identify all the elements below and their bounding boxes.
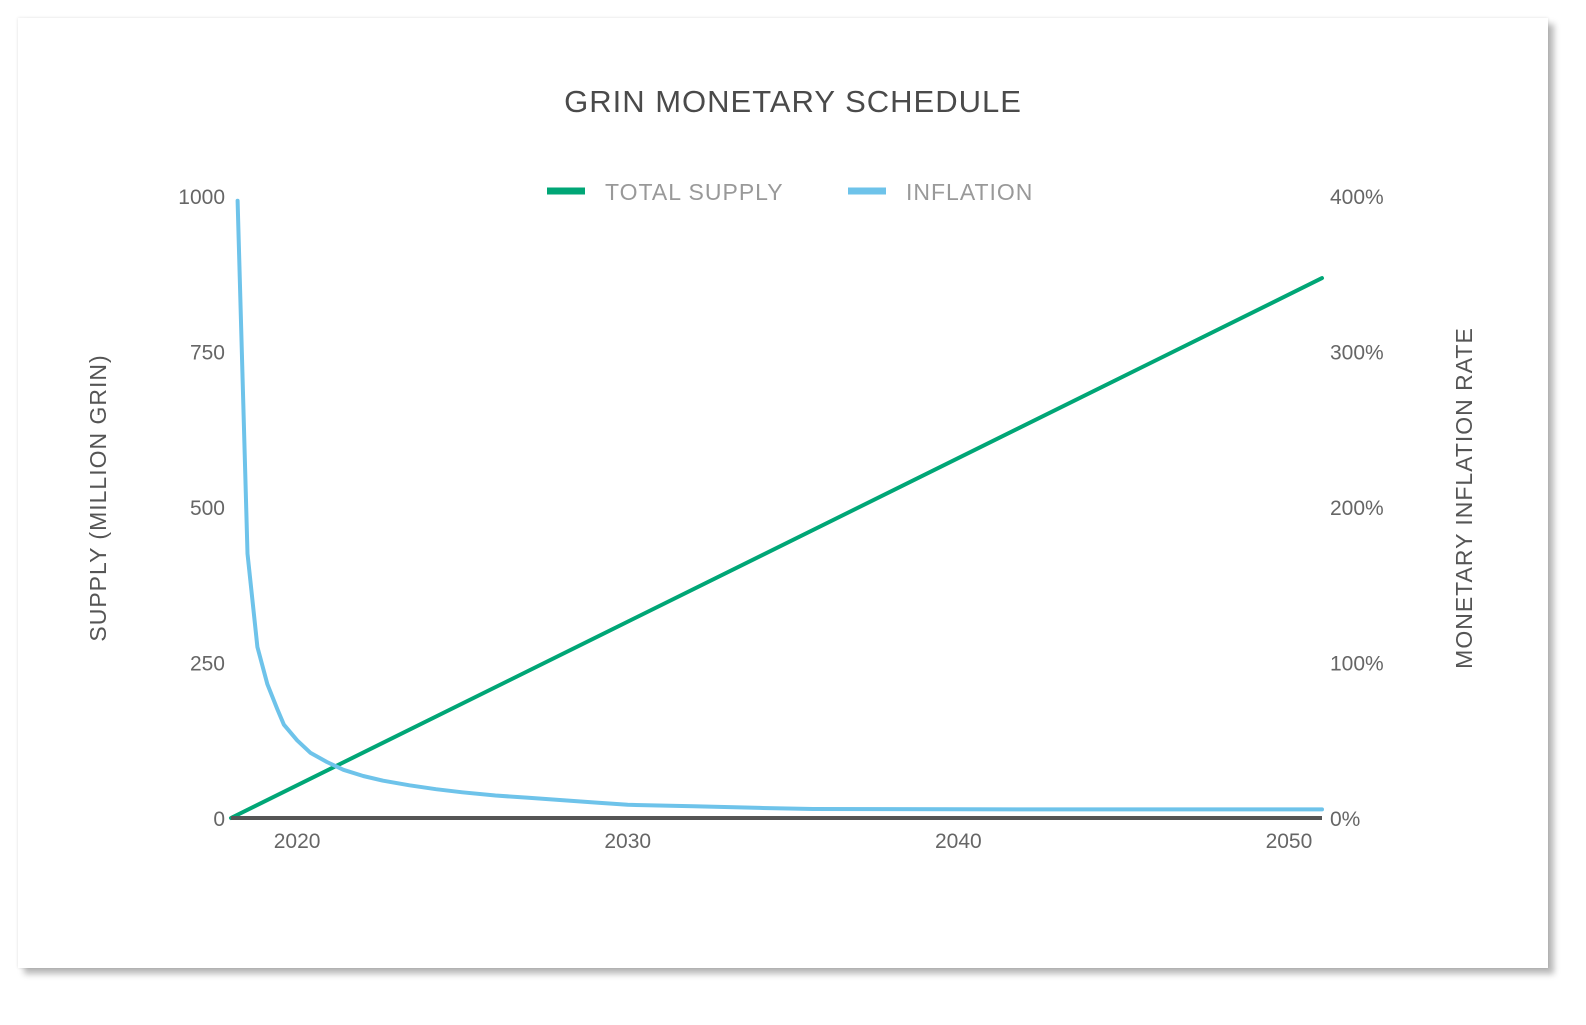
x-axis-ticks: 2020 2030 2040 2050 xyxy=(274,830,1313,853)
y-tick-left-2: 500 xyxy=(190,497,225,520)
y-axis-title-left: SUPPLY (MILLION GRIN) xyxy=(85,354,111,641)
y-tick-right-2: 200% xyxy=(1330,497,1384,520)
legend-label-0: TOTAL SUPPLY xyxy=(605,179,784,205)
y-tick-right-3: 300% xyxy=(1330,342,1384,365)
y-axis-title-right: MONETARY INFLATION RATE xyxy=(1451,327,1477,669)
y-tick-left-4: 1000 xyxy=(178,186,225,209)
x-tick-0: 2020 xyxy=(274,830,321,853)
right-axis-ticks: 0% 100% 200% 300% 400% xyxy=(1330,186,1384,831)
series-layer xyxy=(229,198,1324,820)
y-tick-right-1: 100% xyxy=(1330,653,1384,676)
chart-title: GRIN MONETARY SCHEDULE xyxy=(564,84,1022,119)
x-tick-1: 2030 xyxy=(604,830,651,853)
y-tick-left-3: 750 xyxy=(190,342,225,365)
left-axis-ticks: 0 250 500 750 1000 xyxy=(178,186,225,831)
y-tick-right-0: 0% xyxy=(1330,808,1360,831)
legend: TOTAL SUPPLY INFLATION xyxy=(547,179,1033,205)
y-tick-left-0: 0 xyxy=(213,808,225,831)
series-line-1 xyxy=(235,198,1324,812)
series-line-0 xyxy=(229,276,1324,820)
y-tick-left-1: 250 xyxy=(190,653,225,676)
x-tick-2: 2040 xyxy=(935,830,982,853)
y-tick-right-4: 400% xyxy=(1330,186,1384,209)
legend-label-1: INFLATION xyxy=(906,179,1033,205)
x-tick-3: 2050 xyxy=(1266,830,1313,853)
